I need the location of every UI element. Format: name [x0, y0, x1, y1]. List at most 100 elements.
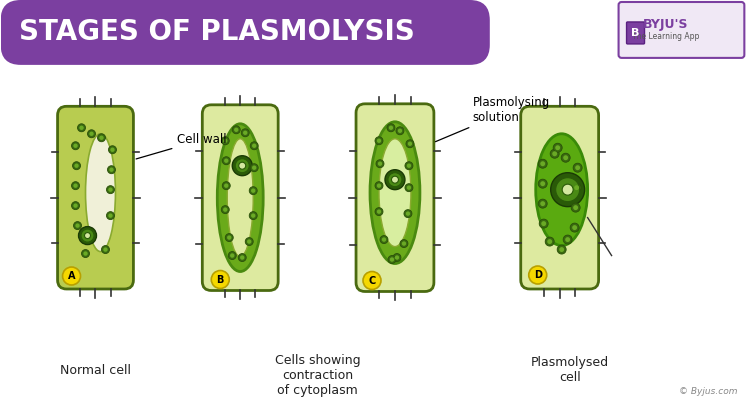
Circle shape [405, 162, 413, 170]
Circle shape [548, 239, 552, 244]
Circle shape [538, 199, 548, 208]
Circle shape [81, 229, 94, 242]
Circle shape [405, 184, 413, 192]
FancyBboxPatch shape [1, 0, 490, 65]
Circle shape [230, 253, 235, 258]
Circle shape [89, 131, 94, 136]
Text: B: B [632, 28, 640, 38]
Text: © Byjus.com: © Byjus.com [679, 387, 737, 396]
Text: Cells showing
contraction
of cytoplasm: Cells showing contraction of cytoplasm [274, 354, 361, 397]
Circle shape [221, 206, 230, 214]
Circle shape [575, 165, 580, 170]
Circle shape [385, 170, 405, 190]
Circle shape [227, 235, 232, 240]
Circle shape [555, 145, 560, 150]
Circle shape [82, 249, 89, 258]
Circle shape [249, 212, 257, 220]
Circle shape [363, 272, 381, 289]
Circle shape [376, 139, 381, 143]
Circle shape [394, 256, 399, 260]
Circle shape [232, 126, 240, 134]
Text: Cell wall: Cell wall [136, 133, 227, 159]
Circle shape [234, 128, 238, 132]
FancyBboxPatch shape [356, 104, 434, 291]
Circle shape [108, 214, 112, 218]
Circle shape [392, 176, 398, 183]
Circle shape [550, 149, 560, 158]
Circle shape [243, 131, 248, 135]
Text: Plasmolysed
cell: Plasmolysed cell [530, 356, 609, 384]
Circle shape [390, 258, 394, 262]
Circle shape [104, 247, 108, 252]
Circle shape [107, 166, 116, 174]
Circle shape [396, 127, 404, 135]
Text: B: B [217, 274, 224, 285]
Circle shape [88, 130, 95, 138]
Circle shape [556, 178, 580, 202]
Circle shape [545, 237, 554, 246]
Circle shape [245, 238, 254, 245]
Circle shape [224, 158, 229, 163]
Circle shape [380, 236, 388, 243]
Ellipse shape [227, 139, 254, 257]
Text: The Learning App: The Learning App [632, 32, 699, 42]
FancyBboxPatch shape [202, 105, 278, 291]
Circle shape [247, 239, 251, 244]
Circle shape [402, 241, 406, 246]
Circle shape [224, 183, 229, 188]
Circle shape [75, 223, 80, 228]
Circle shape [251, 189, 256, 193]
Text: D: D [534, 270, 542, 280]
Circle shape [406, 140, 414, 148]
Circle shape [110, 147, 115, 152]
Circle shape [71, 202, 80, 210]
Circle shape [387, 124, 395, 132]
Circle shape [223, 208, 227, 212]
Circle shape [242, 129, 249, 137]
Circle shape [101, 245, 109, 253]
Circle shape [378, 162, 382, 166]
Circle shape [408, 141, 413, 146]
Circle shape [376, 183, 381, 188]
Circle shape [110, 168, 114, 172]
Circle shape [79, 226, 97, 245]
Text: STAGES OF PLASMOLYSIS: STAGES OF PLASMOLYSIS [19, 18, 415, 46]
Circle shape [74, 183, 78, 188]
Circle shape [573, 163, 582, 172]
Circle shape [221, 137, 230, 145]
Circle shape [85, 233, 91, 239]
FancyBboxPatch shape [520, 106, 599, 289]
Text: Plasmolysing
solution: Plasmolysing solution [436, 96, 550, 142]
Circle shape [574, 185, 579, 190]
Circle shape [404, 210, 412, 218]
Circle shape [406, 164, 411, 168]
Circle shape [550, 173, 585, 207]
Circle shape [388, 126, 393, 130]
Circle shape [222, 182, 230, 190]
Circle shape [77, 124, 86, 132]
Circle shape [83, 251, 88, 256]
Ellipse shape [536, 134, 587, 245]
Circle shape [382, 237, 386, 242]
Circle shape [252, 166, 257, 170]
Circle shape [225, 234, 233, 241]
Circle shape [540, 201, 545, 206]
FancyBboxPatch shape [619, 2, 744, 58]
Circle shape [222, 157, 230, 165]
Circle shape [99, 135, 104, 140]
Circle shape [570, 223, 579, 232]
Circle shape [398, 129, 402, 133]
Circle shape [529, 266, 547, 284]
Circle shape [106, 186, 115, 194]
Circle shape [400, 239, 408, 247]
Circle shape [572, 225, 577, 230]
Circle shape [251, 164, 258, 172]
Circle shape [376, 160, 384, 168]
Circle shape [563, 155, 568, 160]
Circle shape [540, 181, 545, 186]
Circle shape [240, 256, 244, 260]
Circle shape [572, 183, 581, 192]
Circle shape [542, 221, 546, 226]
Circle shape [62, 267, 80, 285]
Ellipse shape [217, 124, 263, 272]
